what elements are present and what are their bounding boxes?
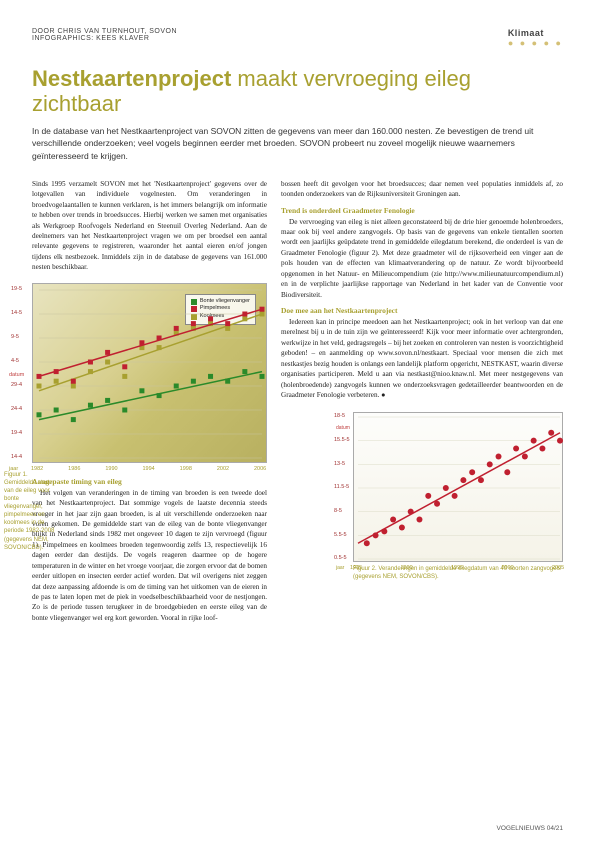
chart-2-wrap: datum jaar 18-515.5-513-511.5-58-55.5-50… <box>281 412 563 582</box>
chart-2: datum jaar 18-515.5-513-511.5-58-55.5-50… <box>353 412 563 562</box>
body-section-4: Trend is onderdeel Graadmeter Fenologie … <box>281 206 563 300</box>
body-section-2: Aangepaste timing van eileg Het volgen v… <box>32 477 267 624</box>
chart-1-wrap: Bonte vliegenvanger Pimpelmees Koolmees … <box>32 283 267 463</box>
body-para-3: bossen heeft dit gevolgen voor het broed… <box>281 179 563 200</box>
dots-icon: ● ● ● ● ● <box>508 38 563 48</box>
byline-2: INFOGRAPHICS: KEES KLAVER <box>32 35 177 42</box>
section-heading: Trend is onderdeel Graadmeter Fenologie <box>281 206 563 217</box>
x-axis-label: jaar <box>336 565 344 571</box>
chart-1: Bonte vliegenvanger Pimpelmees Koolmees … <box>32 283 267 463</box>
article-title: Nestkaartenproject maakt vervroeging eil… <box>32 66 563 117</box>
y-axis-label: datum <box>9 372 24 378</box>
y-axis-label: datum <box>336 425 350 431</box>
title-accent: Nestkaartenproject <box>32 66 231 91</box>
section-heading: Doe mee aan het Nestkaartenproject <box>281 306 563 317</box>
section-heading: Aangepaste timing van eileg <box>32 477 267 488</box>
body-para-1: Sinds 1995 verzamelt SOVON met het 'Nest… <box>32 179 267 273</box>
byline: DOOR CHRIS VAN TURNHOUT, SOVON <box>32 28 177 35</box>
article-intro: In de database van het Nestkaartenprojec… <box>32 125 563 163</box>
body-section-5: Doe mee aan het Nestkaartenproject Ieder… <box>281 306 563 400</box>
page-header: DOOR CHRIS VAN TURNHOUT, SOVON INFOGRAPH… <box>32 28 563 48</box>
chart-1-caption: Figuur 1. Gemiddelde start van de eileg … <box>4 471 56 552</box>
page-footer: VOGELNIEUWS 04/21 <box>497 825 563 832</box>
section-label: Klimaat <box>508 28 563 38</box>
